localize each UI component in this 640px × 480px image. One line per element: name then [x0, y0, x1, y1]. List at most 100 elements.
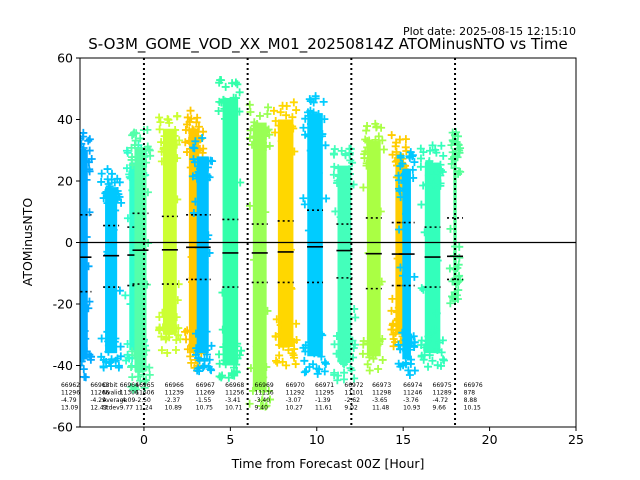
point: [337, 146, 346, 155]
point: [110, 337, 119, 346]
point: [235, 88, 244, 97]
point: [84, 158, 93, 167]
point-group-66967b: [188, 134, 217, 376]
point: [113, 187, 122, 196]
point: [173, 195, 182, 204]
stat-label: 10.93: [403, 405, 420, 412]
point: [171, 346, 180, 355]
point: [306, 146, 315, 155]
point: [405, 153, 414, 162]
point: [312, 364, 321, 373]
point: [398, 271, 407, 280]
point: [137, 171, 146, 180]
point: [273, 358, 282, 367]
point: [261, 208, 270, 217]
point: [334, 172, 343, 181]
point: [235, 107, 244, 116]
stat-label: -1.39: [315, 397, 331, 404]
stat-label: Orbit: [102, 382, 118, 389]
point: [417, 340, 426, 349]
point: [433, 256, 442, 265]
point: [363, 122, 372, 131]
point: [237, 346, 246, 355]
point: [186, 352, 195, 361]
point: [189, 208, 198, 217]
point: [103, 247, 112, 256]
point: [362, 161, 371, 170]
point: [401, 185, 410, 194]
point: [246, 133, 254, 142]
point: [304, 132, 313, 141]
point: [416, 162, 425, 171]
point: [200, 258, 209, 267]
point: [121, 291, 130, 300]
point: [173, 154, 182, 163]
point: [289, 124, 298, 133]
point: [406, 148, 415, 157]
point-group-66973: [358, 119, 388, 375]
point-band-66967b: [196, 156, 209, 354]
point: [282, 102, 291, 111]
stat-label: 66962: [61, 382, 80, 389]
point: [80, 326, 89, 335]
point: [275, 341, 284, 350]
stat-label: -2.62: [344, 397, 360, 404]
point: [123, 214, 132, 223]
point: [115, 178, 124, 187]
point-group-66963: [97, 165, 126, 372]
point: [424, 362, 433, 371]
point: [255, 153, 264, 162]
y-tick-label: 20: [57, 174, 73, 189]
plot-date: Plot date: 2025-08-15 12:15:10: [403, 25, 576, 38]
point: [320, 115, 329, 124]
point: [321, 359, 330, 368]
point: [253, 119, 262, 128]
point: [182, 335, 191, 344]
point: [186, 163, 195, 172]
point: [265, 130, 274, 139]
point: [334, 164, 343, 173]
point: [166, 147, 175, 156]
point: [400, 169, 409, 178]
point: [145, 363, 154, 372]
point: [232, 360, 241, 369]
point: [97, 169, 106, 178]
point-band-66974b: [402, 168, 411, 360]
stat-label: 11256: [225, 390, 244, 397]
point: [378, 136, 387, 145]
point: [374, 364, 383, 373]
point: [321, 141, 330, 150]
point-band-66967: [188, 128, 200, 354]
stat-label: 11239: [165, 390, 184, 397]
point: [222, 254, 231, 263]
x-tick-label: 0: [140, 432, 148, 447]
point: [214, 107, 223, 116]
point: [263, 126, 272, 135]
point: [187, 358, 196, 367]
point: [276, 108, 285, 117]
point-band-66962: [80, 150, 88, 360]
point: [432, 309, 441, 318]
point-group-66975: [416, 141, 448, 371]
point: [99, 355, 108, 364]
point: [157, 346, 166, 355]
point: [165, 322, 174, 331]
point: [128, 153, 137, 162]
point: [171, 125, 180, 134]
point: [155, 313, 164, 322]
point: [182, 148, 191, 157]
point: [374, 132, 383, 141]
stat-label: -4.09: [120, 397, 136, 404]
point: [290, 147, 299, 156]
point: [181, 138, 190, 147]
point: [263, 306, 272, 315]
point-group-66969: [245, 100, 275, 411]
stat-label: 66963: [90, 382, 109, 389]
point: [379, 145, 388, 154]
point: [428, 356, 437, 365]
point: [236, 178, 245, 187]
point: [161, 335, 170, 344]
